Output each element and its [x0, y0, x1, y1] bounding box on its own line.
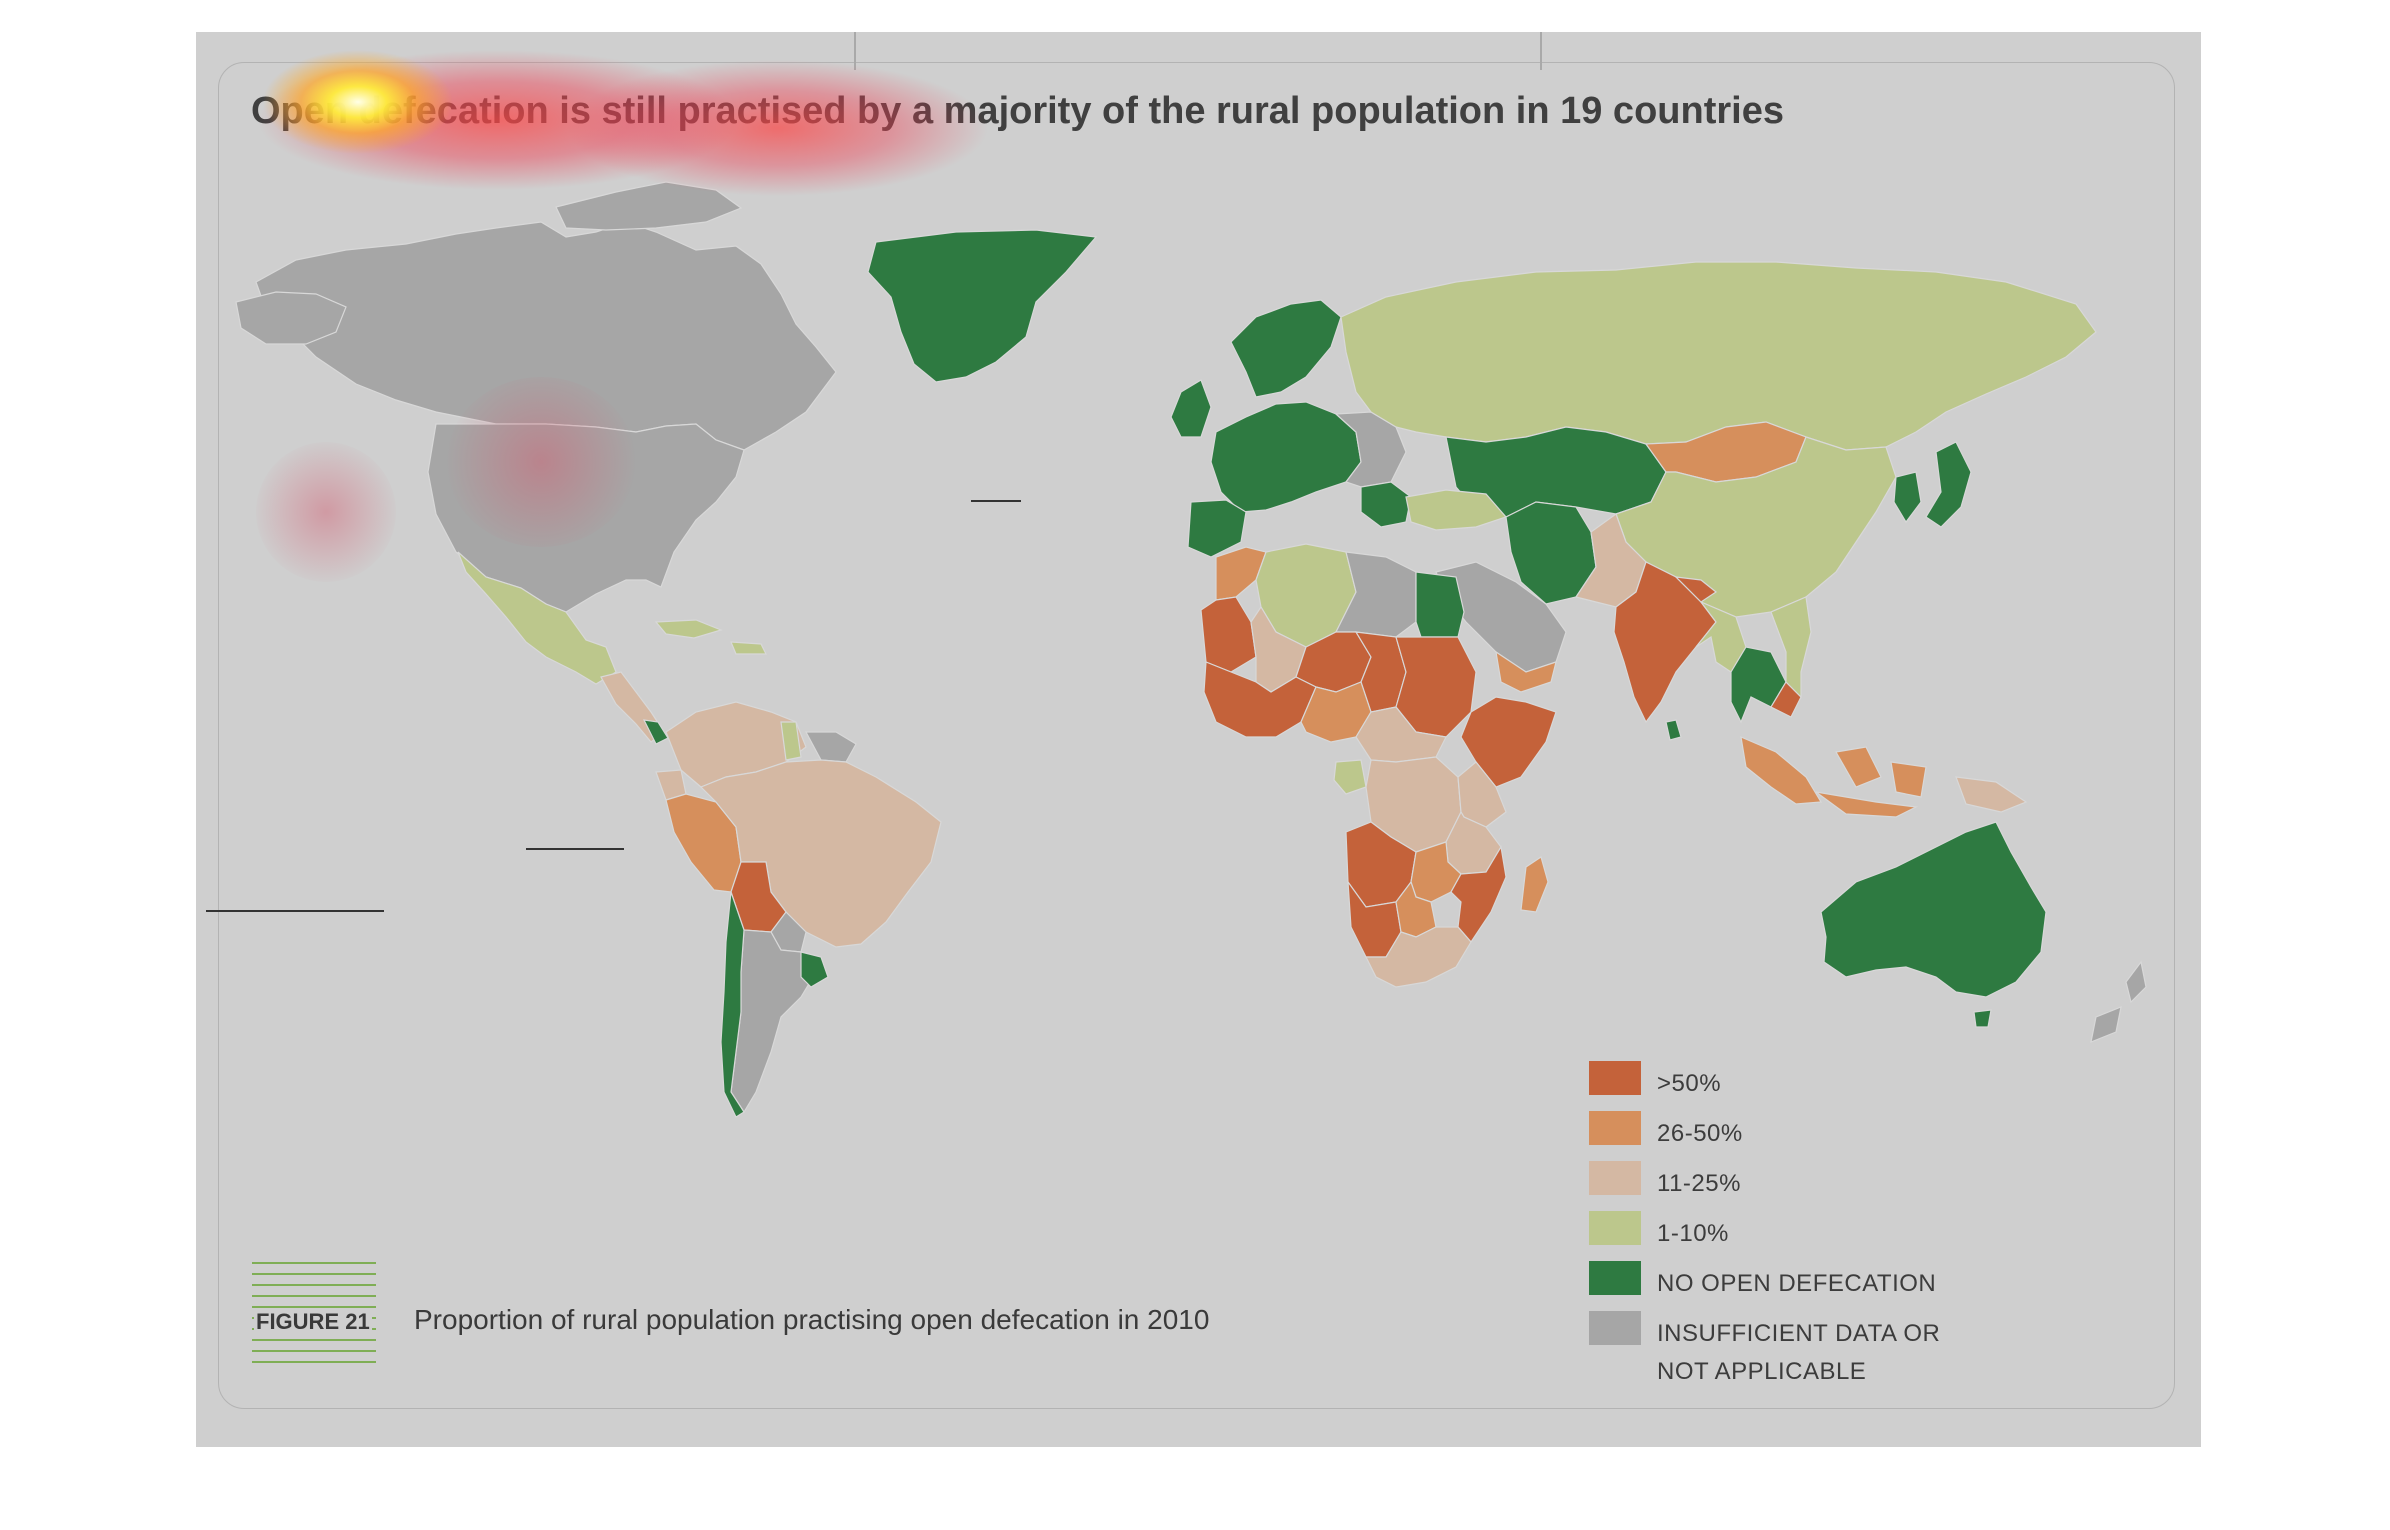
- region-sudan: [1395, 636, 1477, 738]
- region-chile: [720, 891, 745, 1118]
- legend-label: 26-50%: [1657, 1120, 1743, 1147]
- region-south-africa: [1365, 926, 1472, 988]
- region-australia: [1820, 821, 2047, 998]
- region-canada: [255, 221, 837, 451]
- figure-frame: [218, 62, 2175, 1409]
- region-guianas: [804, 731, 857, 763]
- legend-label: NO OPEN DEFECATION: [1657, 1270, 1937, 1297]
- region-uk-ireland: [1170, 379, 1212, 438]
- legend-swatch: [1589, 1061, 1641, 1095]
- reference-line: [206, 910, 384, 912]
- region-ethiopia-somalia: [1460, 696, 1557, 788]
- region-caribbean: [654, 619, 767, 655]
- region-balkans: [1360, 481, 1412, 528]
- region-myanmar: [1695, 600, 1747, 673]
- legend-label: >50%: [1657, 1070, 1722, 1097]
- region-gabon: [1333, 759, 1367, 795]
- region-tasmania: [1973, 1009, 1992, 1028]
- page-title: Open defecation is still practised by a …: [251, 90, 1784, 132]
- region-greenland: [867, 229, 1098, 383]
- region-papua-new-guinea: [1955, 776, 2028, 813]
- figure-number: FIGURE 21: [254, 1309, 372, 1335]
- region-indonesia: [1740, 736, 1927, 818]
- legend-label: 11-25%: [1657, 1170, 1741, 1197]
- region-nepal: [1674, 576, 1718, 603]
- region-uruguay: [800, 951, 829, 988]
- legend-swatch: [1589, 1111, 1641, 1145]
- region-sri-lanka: [1665, 719, 1682, 741]
- legend-swatch: [1589, 1311, 1641, 1345]
- region-korea-japan: [1893, 441, 1972, 528]
- legend-label-line: INSUFFICIENT DATA OR: [1657, 1320, 1941, 1347]
- fold-mark: [1540, 32, 1542, 70]
- region-madagascar: [1520, 856, 1549, 913]
- legend-swatch: [1589, 1211, 1641, 1245]
- region-yemen: [1495, 650, 1557, 693]
- region-iberia: [1187, 499, 1247, 558]
- fold-mark: [854, 32, 856, 70]
- figure-caption: Proportion of rural population practisin…: [414, 1304, 1210, 1335]
- legend-swatch: [1589, 1161, 1641, 1195]
- region-turkey: [1405, 489, 1508, 531]
- reference-line: [971, 500, 1021, 502]
- region-suriname: [780, 721, 802, 761]
- region-alaska: [235, 291, 347, 345]
- reference-line: [526, 848, 624, 850]
- legend-swatch: [1589, 1261, 1641, 1295]
- region-scandinavia: [1230, 299, 1342, 398]
- legend-label-line: NOT APPLICABLE: [1657, 1358, 1867, 1385]
- legend-label: 1-10%: [1657, 1220, 1729, 1247]
- world-map: [235, 181, 2147, 1118]
- page: Open defecation is still practised by a …: [196, 32, 2201, 1447]
- region-india: [1613, 561, 1717, 724]
- region-vietnam: [1770, 596, 1812, 699]
- legend-label: INSUFFICIENT DATA OR NOT APPLICABLE: [1657, 1315, 1940, 1391]
- region-mozambique: [1450, 845, 1507, 943]
- region-new-zealand: [2090, 960, 2147, 1043]
